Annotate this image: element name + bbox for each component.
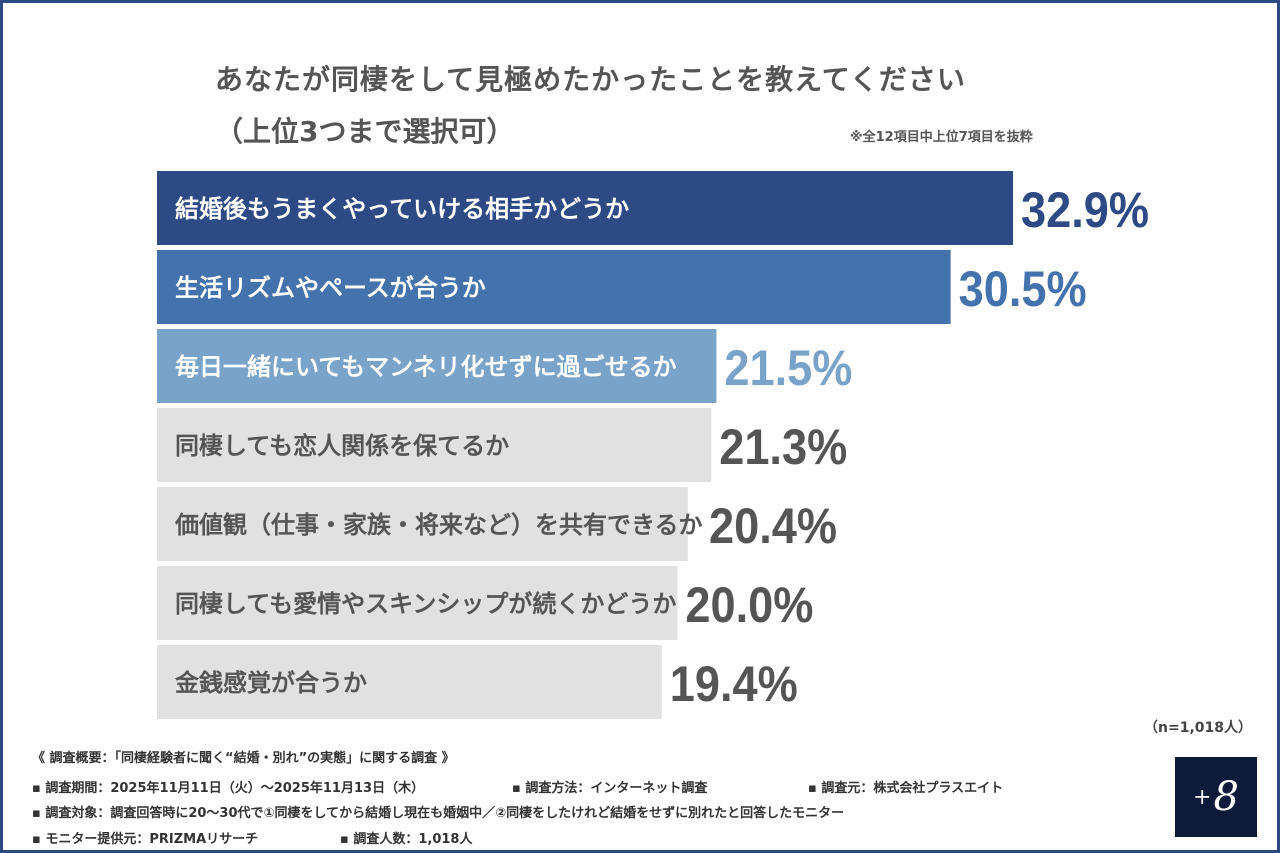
value-label: 21.3%	[719, 419, 847, 475]
chart-subtitle: （上位3つまで選択可）	[215, 115, 515, 148]
category-label: 毎日一緒にいてもマンネリ化せずに過ごせるか	[175, 353, 677, 381]
footer-period: ▪ 調査期間：2025年11月11日（火）〜2025年11月13日（木）	[32, 781, 425, 796]
bar	[157, 408, 712, 482]
value-label: 20.0%	[685, 577, 813, 633]
category-label: 金銭感覚が合うか	[174, 669, 367, 697]
bar	[157, 329, 717, 403]
footer-provider: ▪ モニター提供元：PRIZMAリサーチ	[32, 832, 259, 847]
plus-eight-logo: +8	[1175, 757, 1257, 837]
value-label: 30.5%	[959, 261, 1087, 317]
bar	[157, 171, 1014, 245]
category-label: 同棲しても恋人関係を保てるか	[175, 432, 509, 460]
footer-overview: 《 調査概要：「同棲経験者に聞く“結婚・別れ”の実態」に関する調査 》	[32, 751, 455, 766]
category-label: 価値観（仕事・家族・将来など）を共有できるか	[174, 511, 703, 539]
category-label: 結婚後もうまくやっていける相手かどうか	[175, 195, 629, 223]
chart-title: あなたが同棲をして見極めたかったことを教えてください	[215, 63, 966, 96]
footer-target: ▪ 調査対象：調査回答時に20〜30代で①同棲をしてから結婚し現在も婚姻中／②同…	[32, 806, 845, 821]
footer-source: ▪ 調査元：株式会社プラスエイト	[808, 781, 1004, 796]
value-label: 32.9%	[1021, 182, 1149, 238]
footer-row-3: ▪ モニター提供元：PRIZMAリサーチ ▪ 調査人数：1,018人	[32, 828, 472, 847]
footer-row-1: ▪ 調査期間：2025年11月11日（火）〜2025年11月13日（木） ▪ 調査…	[32, 777, 1003, 796]
footer-count: ▪ 調査人数：1,018人	[340, 832, 473, 847]
category-label: 同棲しても愛情やスキンシップが続くかどうか	[175, 590, 676, 618]
bar	[157, 487, 688, 561]
value-label: 20.4%	[709, 498, 837, 554]
bar	[157, 645, 662, 719]
value-label: 19.4%	[670, 656, 798, 712]
chart-note: ※全12項目中上位7項目を抜粋	[850, 130, 1033, 145]
value-label: 21.5%	[724, 340, 852, 396]
bar	[157, 566, 678, 640]
category-label: 生活リズムやペースが合うか	[175, 274, 486, 302]
bar	[157, 250, 951, 324]
footer-method: ▪ 調査方法：インターネット調査	[512, 781, 708, 796]
sample-size: （n=1,018人）	[1144, 720, 1252, 736]
